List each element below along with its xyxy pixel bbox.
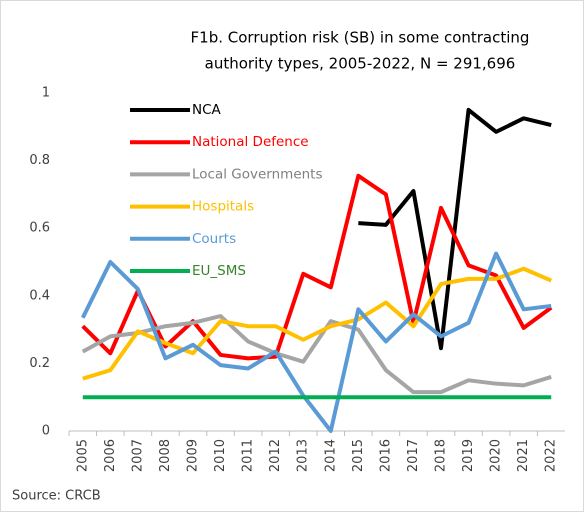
series-line — [80, 251, 552, 433]
x-tick-label: 2014 — [323, 439, 338, 472]
legend-label: National Defence — [192, 134, 309, 150]
series-line — [81, 314, 552, 395]
x-tick-label: 2018 — [434, 439, 449, 472]
y-tick-label: 1 — [42, 86, 50, 101]
x-tick-label: 2019 — [461, 439, 476, 472]
legend-label: Hospitals — [192, 199, 254, 215]
y-tick-label: 0.6 — [29, 221, 50, 236]
x-tick-label: 2012 — [268, 439, 283, 472]
y-tick-label: 0.4 — [29, 288, 50, 303]
x-tick-label: 2008 — [158, 439, 173, 472]
chart-title: authority types, 2005-2022, N = 291,696 — [205, 55, 516, 73]
legend-label: NCA — [192, 102, 222, 118]
x-tick-label: 2005 — [75, 439, 90, 472]
x-tick-label: 2006 — [103, 439, 118, 472]
x-tick-label: 2010 — [213, 439, 228, 472]
x-tick-label: 2009 — [186, 439, 201, 472]
series-line — [82, 266, 553, 381]
y-tick-label: 0 — [42, 424, 50, 439]
x-tick-label: 2021 — [516, 439, 531, 472]
legend-label: Local Governments — [192, 166, 323, 182]
series-line — [81, 173, 553, 361]
y-tick-label: 0.2 — [29, 356, 50, 371]
x-tick-label: 2016 — [378, 439, 393, 472]
source-note: Source: CRCB — [12, 489, 101, 504]
x-tick-label: 2013 — [296, 439, 311, 472]
x-tick-label: 2011 — [241, 439, 256, 472]
x-tick-label: 2007 — [130, 439, 145, 472]
chart-title: F1b. Corruption risk (SB) in some contra… — [191, 29, 530, 47]
x-tick-label: 2017 — [406, 439, 421, 472]
x-tick-label: 2022 — [544, 439, 559, 472]
x-tick-label: 2020 — [489, 439, 504, 472]
legend-label: Courts — [192, 231, 236, 247]
y-tick-label: 0.8 — [29, 153, 50, 168]
x-tick-label: 2015 — [351, 439, 366, 472]
legend-label: EU_SMS — [192, 263, 246, 279]
